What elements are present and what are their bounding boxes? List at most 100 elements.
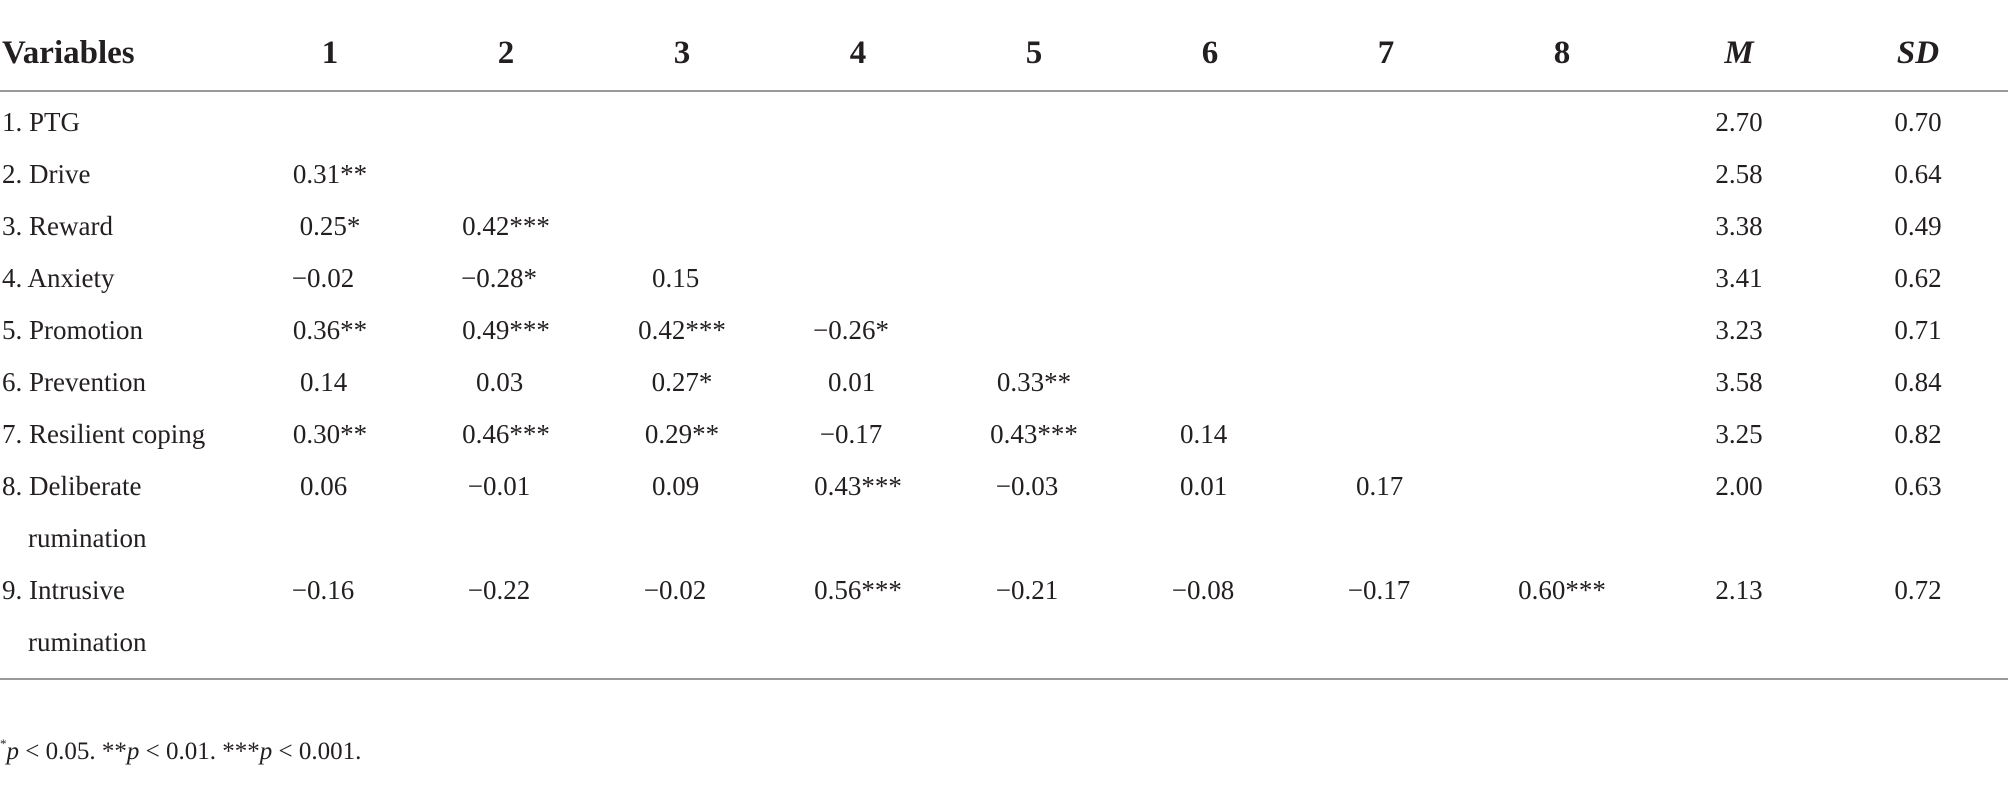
- correlation-cell: 0.42***: [594, 304, 770, 356]
- row-label-text: 4. Anxiety: [2, 263, 115, 293]
- table-body: 1. PTG 2.70 0.70 2. Drive 0.31** 2.58 0.64 3. R…: [0, 91, 2008, 680]
- correlation-value: −0.16: [291, 575, 355, 605]
- sd-value: 0.63: [1894, 471, 1942, 501]
- correlation-cell: 0.03: [418, 356, 594, 408]
- correlation-value: −0.02: [643, 575, 707, 605]
- correlation-value: 0.14: [1180, 419, 1228, 449]
- correlation-cell: [1474, 200, 1650, 252]
- sd-value: 0.49: [1894, 211, 1942, 241]
- row-label-text: 8. Deliberate: [2, 471, 142, 501]
- correlation-cell: 0.56***: [770, 564, 946, 680]
- row-label-text: 5. Promotion: [2, 315, 144, 345]
- correlation-cell: 0.14: [1122, 408, 1298, 460]
- correlation-cell: [1122, 148, 1298, 200]
- correlation-value: 0.17: [1356, 471, 1404, 501]
- sd-value: 0.62: [1894, 263, 1942, 293]
- correlation-cell: 0.42***: [418, 200, 594, 252]
- correlation-cell: [1122, 91, 1298, 148]
- row-label-text: 1. PTG: [2, 107, 81, 137]
- correlation-value: 0.42***: [638, 315, 726, 345]
- correlation-cell: −0.02: [242, 252, 418, 304]
- correlation-cell: 0.14: [242, 356, 418, 408]
- correlation-cell: 0.31**: [242, 148, 418, 200]
- correlation-cell: [1298, 252, 1474, 304]
- row-variable-label: 4. Anxiety: [0, 252, 242, 304]
- correlation-cell: 0.33**: [946, 356, 1122, 408]
- table-row: 7. Resilient coping 0.30** 0.46*** 0.29** −0…: [0, 408, 2008, 460]
- footnote-p1: p: [6, 738, 20, 765]
- table-footnote: *p < 0.05. **p < 0.01. ***p < 0.001.: [0, 736, 362, 766]
- correlation-cell: 0.15: [594, 252, 770, 304]
- correlation-cell: [770, 91, 946, 148]
- correlation-value: 0.56***: [814, 575, 902, 605]
- row-label-text: 9. Intrusive: [2, 575, 125, 605]
- header-mean: M: [1650, 20, 1828, 92]
- correlation-cell: [1298, 304, 1474, 356]
- header-col-5: 5: [946, 20, 1122, 92]
- row-label-text: 2. Drive: [2, 159, 91, 189]
- correlation-value: 0.09: [652, 471, 700, 501]
- correlation-value: 0.30**: [292, 419, 368, 449]
- correlation-cell: [1474, 460, 1650, 564]
- footnote-text-3: < 0.001.: [272, 738, 362, 765]
- correlation-value: −0.26*: [813, 315, 889, 345]
- correlation-cell: −0.03: [946, 460, 1122, 564]
- correlation-cell: 0.43***: [946, 408, 1122, 460]
- correlation-cell: 0.17: [1298, 460, 1474, 564]
- header-col-7: 7: [1298, 20, 1474, 92]
- row-variable-label: 9. Intrusive rumination: [0, 564, 242, 680]
- correlation-cell: 0.60***: [1474, 564, 1650, 680]
- correlation-cell: [770, 200, 946, 252]
- correlation-cell: [1298, 408, 1474, 460]
- correlation-cell: 0.01: [770, 356, 946, 408]
- header-col-6: 6: [1122, 20, 1298, 92]
- correlation-cell: 0.06: [242, 460, 418, 564]
- header-col-3: 3: [594, 20, 770, 92]
- correlation-cell: −0.17: [1298, 564, 1474, 680]
- correlation-value: 0.43***: [990, 419, 1078, 449]
- footnote-text-1: < 0.05. **: [19, 738, 127, 765]
- correlation-value: −0.22: [467, 575, 531, 605]
- correlation-cell: [418, 91, 594, 148]
- header-variables: Variables: [0, 20, 242, 92]
- mean-value: 3.38: [1715, 211, 1763, 241]
- mean-value: 2.58: [1715, 159, 1763, 189]
- correlation-value: 0.15: [652, 263, 700, 293]
- correlation-cell: −0.16: [242, 564, 418, 680]
- correlation-cell: 0.43***: [770, 460, 946, 564]
- correlation-cell: 0.01: [1122, 460, 1298, 564]
- correlation-cell: [1298, 91, 1474, 148]
- table-header-row: Variables 1 2 3 4 5 6 7 8 M SD: [0, 20, 2008, 92]
- correlation-cell: −0.08: [1122, 564, 1298, 680]
- correlation-value: 0.25*: [299, 211, 361, 241]
- correlation-cell: 0.09: [594, 460, 770, 564]
- footnote-text-2: < 0.01. ***: [139, 738, 260, 765]
- correlation-cell: 0.46***: [418, 408, 594, 460]
- row-variable-label: 7. Resilient coping: [0, 408, 242, 460]
- header-col-8: 8: [1474, 20, 1650, 92]
- correlation-cell: −0.28*: [418, 252, 594, 304]
- header-sd: SD: [1828, 20, 2008, 92]
- correlation-cell: 0.36**: [242, 304, 418, 356]
- correlation-value: 0.43***: [814, 471, 902, 501]
- correlation-value: 0.06: [300, 471, 348, 501]
- correlation-value: 0.27*: [651, 367, 713, 397]
- correlation-cell: 0.25*: [242, 200, 418, 252]
- correlation-cell: [594, 91, 770, 148]
- correlation-cell: −0.21: [946, 564, 1122, 680]
- correlation-cell: [594, 200, 770, 252]
- correlation-value: 0.29**: [644, 419, 720, 449]
- correlation-cell: [1474, 304, 1650, 356]
- correlation-cell: [1122, 252, 1298, 304]
- correlation-value: 0.42***: [462, 211, 550, 241]
- correlation-cell: [1474, 356, 1650, 408]
- correlation-cell: −0.26*: [770, 304, 946, 356]
- mean-value: 3.58: [1715, 367, 1763, 397]
- sd-value: 0.70: [1894, 107, 1942, 137]
- row-label-text: 6. Prevention: [2, 367, 146, 397]
- correlation-value: −0.02: [291, 263, 355, 293]
- correlation-value: −0.17: [1347, 575, 1411, 605]
- correlation-value: 0.46***: [462, 419, 550, 449]
- mean-value: 2.13: [1650, 564, 1828, 680]
- correlation-cell: [1298, 200, 1474, 252]
